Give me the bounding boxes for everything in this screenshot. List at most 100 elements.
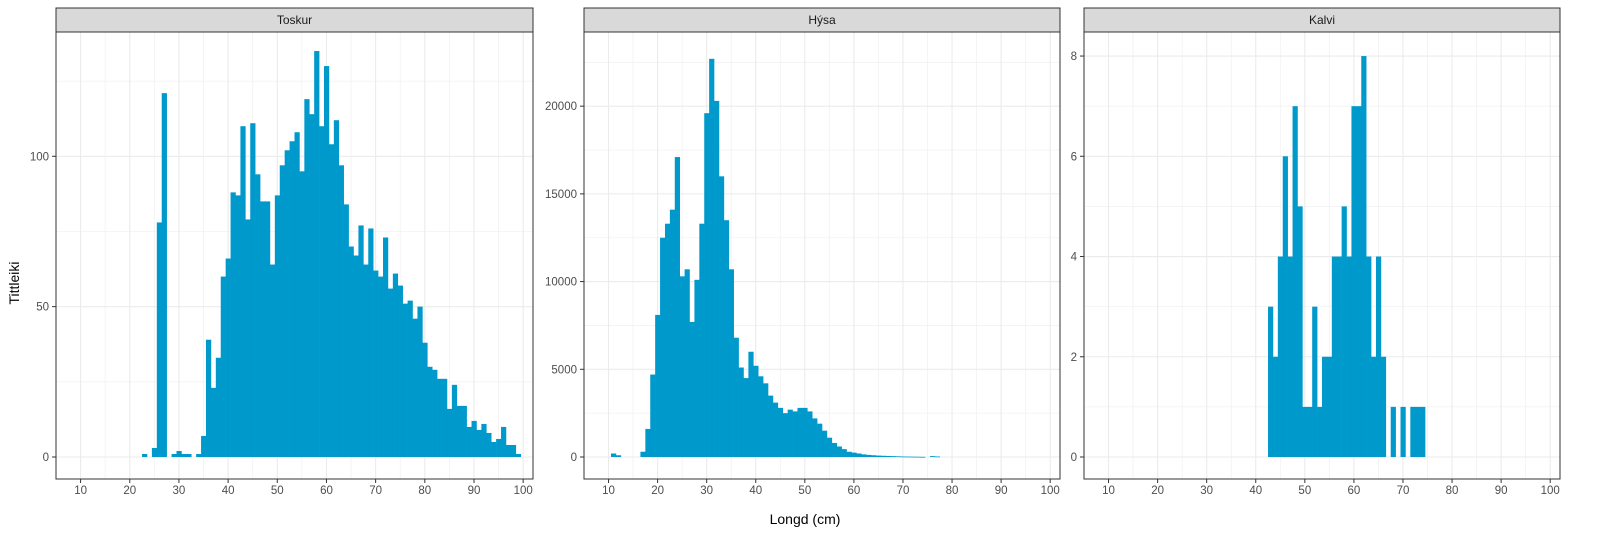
histogram-bar [289,141,295,457]
histogram-bar [866,454,872,457]
histogram-bar [215,357,222,457]
histogram-bar [299,171,305,458]
x-tick-label: 60 [847,485,860,497]
histogram-bar [650,374,656,457]
histogram-bar [304,99,310,458]
y-tick-label: 100 [30,151,49,163]
panel-strip [55,7,534,33]
histogram-bar [176,450,182,457]
histogram-bar [1336,256,1342,457]
histogram-bar [802,407,808,457]
histogram-bar [826,437,833,457]
y-tick-label: 6 [1071,151,1077,163]
x-tick-label: 80 [418,485,431,497]
histogram-bar [319,126,325,457]
histogram-bar [880,455,887,457]
histogram-bar [1400,406,1406,457]
histogram-bar [684,269,690,457]
histogram-bar [181,453,187,457]
histogram-bar [338,165,344,458]
histogram-bar [758,376,764,457]
histogram-bar [378,276,384,457]
histogram-bar [743,378,749,457]
panel-border [55,31,534,480]
x-tick-label: 70 [369,485,382,497]
histogram-bar [733,337,739,457]
x-tick-label: 50 [798,485,811,497]
histogram-bar [1302,406,1308,457]
histogram-bar [481,423,487,457]
histogram-bar [640,451,646,457]
histogram-bar [1380,356,1387,457]
histogram-bar [1312,306,1318,457]
histogram-bar [412,318,418,457]
x-tick-label: 100 [1041,485,1060,497]
histogram-bar [274,195,281,457]
panel-strip-label: Hýsa [808,13,836,27]
y-tick-label: 0 [571,452,577,464]
y-tick-label: 50 [36,302,49,314]
histogram-bar [432,369,438,457]
histogram-bar [817,423,823,457]
histogram-bar [264,201,271,457]
histogram-bar [1341,206,1347,457]
histogram-bar [718,176,725,458]
histogram-bar [476,429,482,457]
histogram-bar [1420,406,1426,457]
histogram-bar [1356,106,1362,458]
y-tick-label: 0 [1071,452,1077,464]
x-tick-label: 10 [602,485,615,497]
histogram-bar [348,246,354,457]
histogram-bar [934,456,941,458]
y-tick-label: 10000 [545,277,577,289]
histogram-bar [812,418,818,457]
histogram-bar [461,405,467,457]
histogram-bar [674,157,680,457]
x-tick-label: 40 [749,485,762,497]
y-tick-label: 0 [43,452,49,464]
histogram-bar [491,441,497,457]
x-tick-label: 90 [1495,485,1508,497]
histogram-bar [1371,356,1377,457]
x-tick-label: 20 [1151,485,1164,497]
histogram-bar [1282,156,1288,458]
x-tick-label: 40 [222,485,235,497]
x-tick-label: 80 [1446,485,1459,497]
histogram-bar [161,93,167,457]
histogram-bar [689,321,695,457]
histogram-bar [885,455,892,457]
histogram-bar [723,220,730,457]
histogram-bar [615,455,622,457]
histogram-bar [397,285,403,457]
histogram-bar [284,150,290,457]
histogram-bar [142,453,148,457]
histogram-bar [768,395,774,457]
histogram-bar [333,120,340,457]
y-tick-label: 2 [1071,352,1077,364]
histogram-bar [1297,206,1303,457]
histogram-bar [240,126,246,457]
histogram-bar [456,405,462,457]
y-tick-label: 8 [1071,51,1077,63]
histogram-bar [151,447,158,457]
histogram-bar [856,453,862,457]
x-tick-label: 10 [1102,485,1115,497]
histogram-bar [738,367,744,457]
histogram-bar [792,411,798,457]
histogram-bar [324,66,330,458]
histogram-bar [245,219,251,457]
histogram-bar [255,174,261,458]
histogram-bar [171,453,177,457]
histogram-bar [699,223,705,457]
histogram-bar [1292,106,1298,458]
histogram-bar [392,273,399,457]
histogram-bar [704,113,710,457]
histogram-bar [753,365,759,457]
histogram-bar [610,453,617,457]
histogram-bar [1410,406,1416,457]
histogram-bar [220,276,226,457]
histogram-bar [875,455,882,457]
histogram-bar [496,438,502,457]
histogram-bar [1361,56,1367,458]
